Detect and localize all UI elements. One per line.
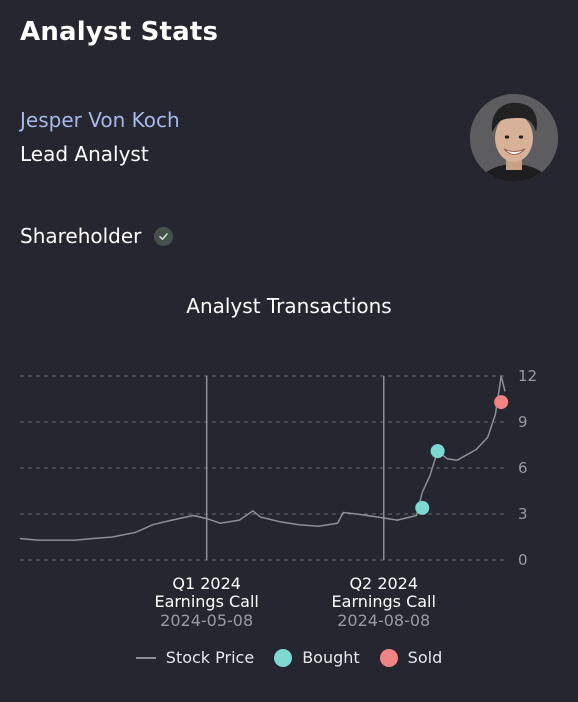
- event-label: Q2 2024 Earnings Call 2024-08-08: [304, 575, 464, 630]
- event-title: Q1 2024: [172, 574, 241, 593]
- legend-sold-label: Sold: [407, 648, 443, 667]
- shareholder-label: Shareholder: [20, 224, 142, 248]
- legend-stock-price[interactable]: Stock Price: [135, 648, 255, 667]
- event-title: Q2 2024: [349, 574, 419, 593]
- sold-swatch: [379, 648, 398, 667]
- bought-swatch: [274, 648, 293, 667]
- bought-point: [430, 444, 445, 459]
- y-tick-label: 6: [518, 459, 528, 477]
- stock-price-swatch: [135, 656, 156, 659]
- legend-stock-price-label: Stock Price: [165, 648, 255, 667]
- legend-bought-label: Bought: [302, 648, 360, 667]
- avatar-photo: [470, 94, 558, 182]
- avatar: [470, 94, 558, 182]
- sold-point: [494, 395, 509, 410]
- check-icon: [154, 226, 174, 246]
- transactions-chart: 0 3 6 9 12: [19, 367, 537, 569]
- legend-bought[interactable]: Bought: [274, 648, 360, 667]
- y-tick-label: 9: [518, 413, 528, 431]
- y-tick-label: 3: [518, 505, 528, 523]
- event-date: 2024-05-08: [160, 611, 254, 630]
- legend-sold[interactable]: Sold: [379, 648, 443, 667]
- bought-point: [415, 500, 430, 515]
- page-title: Analyst Stats: [20, 17, 219, 47]
- chart-title: Analyst Transactions: [186, 294, 392, 318]
- event-subtitle: Earnings Call: [331, 592, 436, 611]
- shareholder-status: Shareholder: [20, 224, 174, 248]
- analyst-name-link[interactable]: Jesper Von Koch: [20, 108, 180, 132]
- y-tick-label: 0: [518, 551, 528, 569]
- y-tick-label: 12: [518, 367, 537, 385]
- stock-price-line: [19, 375, 506, 541]
- event-subtitle: Earnings Call: [154, 592, 259, 611]
- event-date: 2024-08-08: [337, 611, 431, 630]
- event-label: Q1 2024 Earnings Call 2024-05-08: [127, 575, 287, 630]
- chart-legend: Stock Price Bought Sold: [0, 648, 578, 667]
- analyst-role: Lead Analyst: [20, 142, 149, 166]
